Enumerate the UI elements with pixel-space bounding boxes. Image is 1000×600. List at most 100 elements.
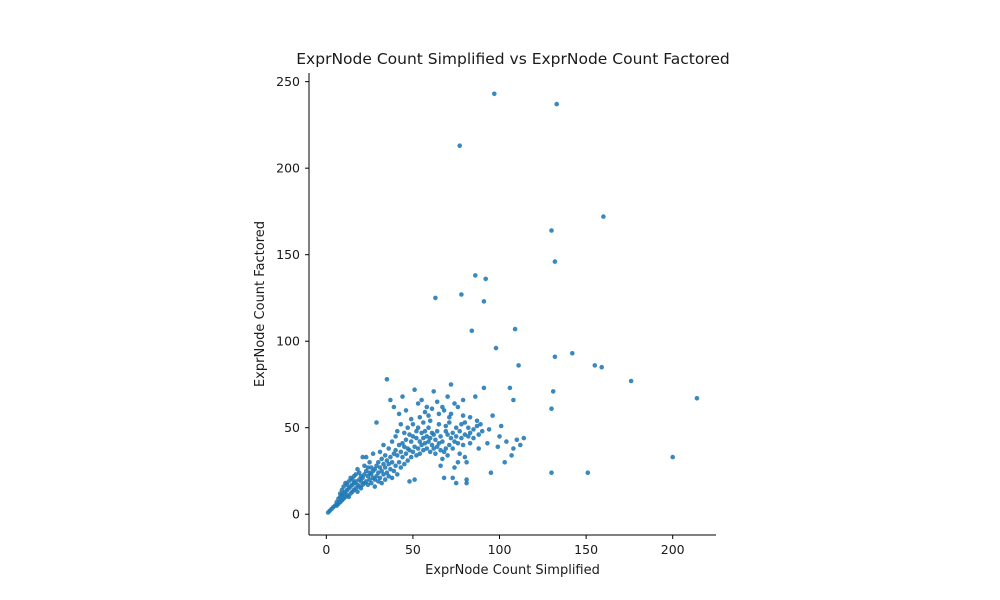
x-axis-ticks: 0 50 100 150 200 [322, 535, 685, 557]
data-point [554, 101, 559, 107]
data-point [474, 423, 480, 429]
data-point [434, 428, 440, 434]
data-point [481, 385, 487, 391]
data-point [417, 415, 423, 420]
data-point [408, 439, 414, 444]
data-point [353, 472, 359, 477]
data-point [419, 442, 424, 448]
data-point [377, 465, 383, 470]
data-point [384, 377, 390, 382]
data-point [473, 394, 478, 399]
data-point [462, 432, 468, 437]
data-point [369, 465, 374, 470]
data-point [363, 454, 369, 460]
data-point [438, 447, 443, 453]
data-point [521, 435, 527, 441]
data-point [377, 475, 383, 481]
x-tick-label: 100 [488, 542, 512, 557]
data-point [344, 482, 350, 488]
data-point [396, 442, 402, 448]
data-point [512, 326, 518, 332]
data-point [400, 441, 405, 446]
data-point [424, 404, 430, 410]
data-point [391, 451, 397, 457]
data-point [481, 299, 487, 304]
data-point [388, 466, 393, 472]
data-point [445, 453, 450, 458]
data-point [486, 427, 492, 432]
data-point [460, 413, 466, 418]
data-point [358, 479, 364, 484]
data-point [353, 479, 359, 484]
data-point [467, 441, 473, 446]
data-point [552, 259, 558, 264]
data-point [407, 479, 412, 484]
data-point [431, 389, 437, 394]
data-point [417, 439, 423, 444]
data-point [427, 449, 433, 455]
data-point [365, 482, 371, 488]
data-point [346, 494, 352, 500]
data-point [476, 432, 482, 437]
data-point [453, 425, 459, 431]
data-point [398, 449, 404, 455]
data-point [388, 454, 393, 460]
data-point [391, 404, 397, 410]
x-tick-label: 200 [661, 542, 685, 557]
data-point [412, 477, 417, 482]
data-point [467, 415, 473, 420]
data-point [447, 420, 452, 425]
data-point [474, 418, 480, 424]
data-point [350, 477, 355, 482]
data-point [441, 449, 447, 455]
data-point [376, 460, 381, 465]
data-point [407, 447, 412, 453]
data-point [356, 470, 362, 476]
data-point [372, 477, 378, 482]
data-point [395, 453, 400, 458]
data-point [469, 328, 475, 334]
data-point [448, 382, 454, 387]
y-tick-label: 200 [276, 161, 300, 176]
data-point [422, 441, 428, 446]
data-point [433, 437, 438, 443]
data-point [363, 479, 369, 484]
data-point [498, 423, 504, 429]
data-point [362, 472, 367, 477]
data-point [457, 451, 463, 457]
data-point [549, 470, 554, 476]
data-point [450, 430, 456, 436]
data-point [360, 454, 366, 460]
data-point [460, 397, 466, 403]
data-point [426, 439, 431, 444]
data-point [438, 463, 443, 469]
data-point [436, 411, 442, 417]
data-point [452, 465, 457, 470]
data-point [599, 364, 604, 370]
data-point [396, 460, 402, 465]
data-point [443, 428, 449, 434]
data-point [381, 461, 386, 467]
data-point [422, 428, 428, 434]
data-point [410, 422, 416, 427]
y-tick-label: 150 [276, 247, 300, 262]
data-point [504, 439, 509, 444]
data-point [415, 425, 421, 431]
data-point [389, 460, 395, 465]
data-point [452, 439, 457, 444]
x-tick-label: 50 [405, 542, 421, 557]
data-point [460, 442, 466, 448]
data-point [436, 422, 442, 427]
data-point [445, 432, 450, 437]
y-tick-label: 250 [276, 74, 300, 89]
x-tick-label: 0 [322, 542, 330, 557]
data-point [464, 460, 469, 465]
data-point [370, 451, 376, 457]
data-point [478, 422, 483, 427]
data-point [459, 422, 464, 427]
data-point [443, 423, 449, 429]
data-point [670, 454, 675, 460]
data-point [427, 435, 433, 441]
data-point [403, 408, 409, 413]
data-point [518, 442, 523, 448]
